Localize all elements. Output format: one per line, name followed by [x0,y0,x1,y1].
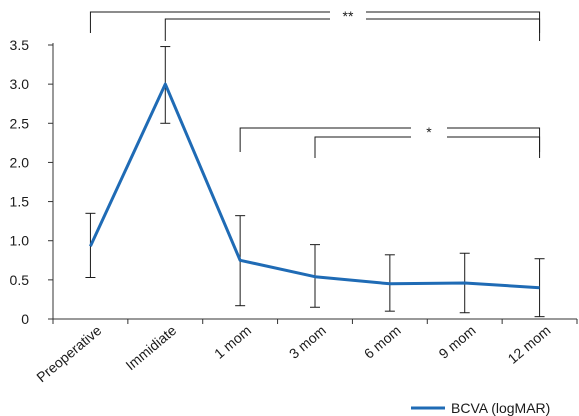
y-tick-label: 1.0 [10,233,30,249]
significance-brackets: *** [89,6,541,158]
y-axis-ticks: 0 0.5 1.0 1.5 2.0 2.5 3.0 3.5 [10,37,53,327]
x-tick-label: 3 mom [286,322,329,362]
x-axis-ticks: Preoperative Immidiate 1 mom 3 mom 6 mom 9 mo… [33,319,578,385]
x-tick-label: 12 mom [504,322,553,367]
x-tick-label: 9 mom [436,322,479,362]
significance-label-gap [330,6,366,22]
significance-label-gap [411,122,447,138]
significance-bracket [239,127,541,152]
y-tick-label: 3.0 [10,76,30,92]
y-tick-label: 0.5 [10,272,30,288]
x-tick-label: Preoperative [33,322,104,385]
axes [52,43,577,320]
y-tick-label: 1.5 [10,194,30,210]
series-line-bcva [89,82,540,290]
x-tick-label: 1 mom [211,322,254,362]
y-tick-label: 2.0 [10,154,30,170]
legend-label: BCVA (logMAR) [451,400,550,416]
x-tick-label: 6 mom [361,322,404,362]
series-lines [89,82,540,290]
significance-bracket [314,136,541,158]
significance-label: * [426,124,432,140]
significance-label: ** [343,8,354,24]
y-tick-label: 3.5 [10,37,30,53]
y-tick-label: 2.5 [10,115,30,131]
x-tick-label: Immidiate [122,322,179,373]
y-tick-label: 0 [21,311,29,327]
legend: BCVA (logMAR) [411,400,550,416]
significance-bracket [89,11,541,33]
